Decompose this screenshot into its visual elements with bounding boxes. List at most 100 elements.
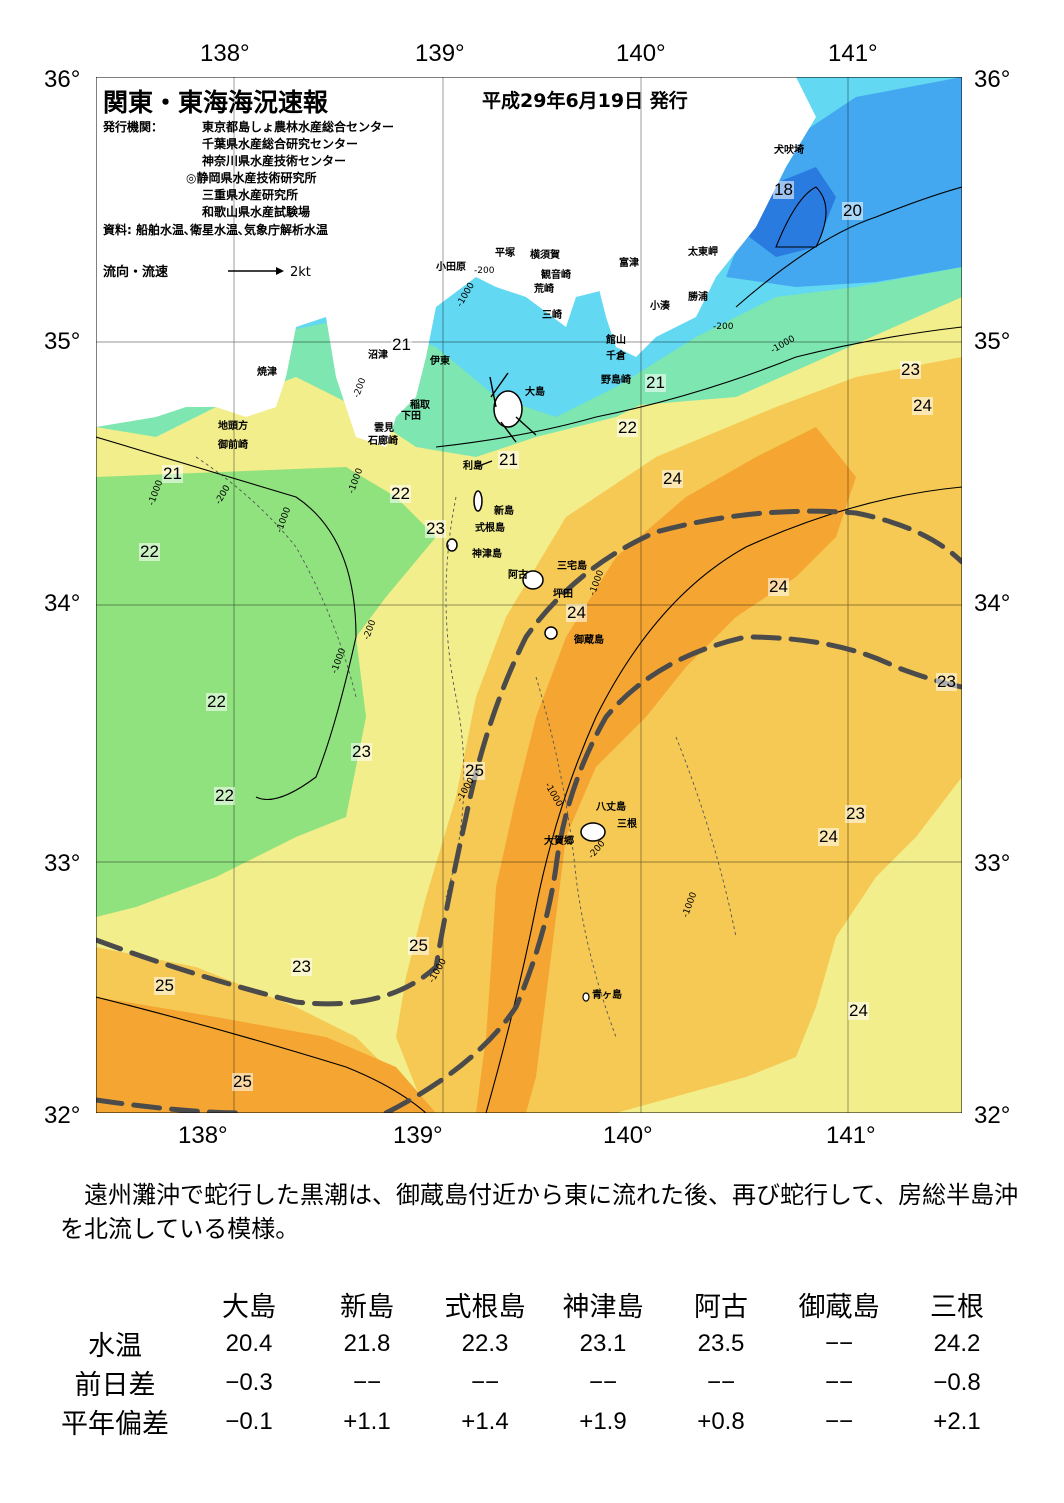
station-header: 式根島 [444, 1291, 526, 1323]
island-kozushima [446, 538, 458, 552]
station-header: 三根 [930, 1291, 984, 1323]
table-cell: +0.8 [697, 1407, 745, 1435]
place-label: 青ヶ島 [592, 990, 622, 1001]
place-label: 坪田 [553, 589, 573, 600]
table-cell: 22.3 [461, 1329, 509, 1357]
lon-label-138-bottom: 138° [178, 1122, 228, 1149]
island-hachijojima [580, 822, 606, 842]
isotherm-line [435, 326, 962, 448]
lon-label-140-bottom: 140° [603, 1122, 653, 1149]
island-oshima [493, 390, 523, 428]
isotherm-label: 22 [139, 542, 160, 561]
table-row: 平年偏差 −0.1 +1.1 +1.4 +1.9 +0.8 −− +2.1 [40, 1402, 1016, 1441]
place-label: 横須賀 [530, 250, 560, 261]
agency-2: 千葉県水産総合研究センター [202, 137, 359, 151]
table-cell: 21.8 [343, 1329, 391, 1357]
lon-label-140: 140° [616, 40, 666, 67]
isotherm-label: 22 [390, 484, 411, 503]
place-label: 沼津 [368, 350, 388, 361]
place-label: 小田原 [436, 262, 466, 273]
land-boso [586, 77, 816, 357]
lat-label-32-right: 32° [974, 1102, 1011, 1129]
isotherm-label: 22 [206, 692, 227, 711]
isotherm-label: 25 [232, 1072, 253, 1091]
map-title: 関東・東海海況速報 [103, 88, 329, 117]
isotherm-label: 23 [845, 804, 866, 823]
table-cell: +2.1 [933, 1407, 981, 1435]
lat-label-32: 32° [44, 1102, 81, 1129]
row-label: 前日差 [74, 1370, 156, 1401]
data-sources: 資料: 船舶水温､衛星水温､気象庁解析水温 [103, 223, 328, 237]
table-cell: 24.2 [933, 1329, 981, 1357]
isotherm-label: 24 [768, 577, 789, 596]
place-label: 三宅島 [557, 561, 587, 572]
isotherm-label: 23 [936, 672, 957, 691]
table-cell: +1.4 [461, 1407, 509, 1435]
table-cell: 20.4 [225, 1329, 273, 1357]
place-label: 八丈島 [596, 802, 626, 813]
place-label: 焼津 [257, 367, 277, 378]
place-label: 阿古 [508, 570, 528, 581]
lon-label-141: 141° [828, 40, 878, 67]
depth-contour [675, 736, 737, 938]
station-header: 阿古 [694, 1291, 748, 1323]
place-label: 稲取 [410, 400, 430, 411]
table-cell: +1.9 [579, 1407, 627, 1435]
place-label: 三根 [617, 819, 637, 830]
isotherm-label: 24 [566, 603, 587, 622]
isotherm-label: 24 [818, 827, 839, 846]
isotherm-label: 25 [464, 761, 485, 780]
place-label: 石廊崎 [368, 436, 398, 447]
table-cell: 23.5 [697, 1329, 745, 1357]
place-label: 御蔵島 [574, 635, 604, 646]
lat-label-34-right: 34° [974, 590, 1011, 617]
table-cell: +1.1 [343, 1407, 391, 1435]
isotherm-label: 24 [848, 1001, 869, 1020]
place-label: 館山 [606, 335, 626, 346]
flow-arrow [489, 376, 497, 408]
table-row: 前日差 −0.3 −− −− −− −− −− −0.8 [40, 1363, 1016, 1402]
place-label: 野島崎 [601, 375, 631, 386]
table-row: 水温 20.4 21.8 22.3 23.1 23.5 −− 24.2 [40, 1324, 1016, 1363]
table-cell: −0.1 [225, 1407, 273, 1435]
place-label: 勝浦 [688, 292, 708, 303]
isotherm-label: 23 [425, 519, 446, 538]
table-cell: 23.1 [579, 1329, 627, 1357]
table-cell: −− [824, 1368, 854, 1396]
flow-arrow [500, 421, 517, 443]
station-header: 大島 [222, 1291, 276, 1323]
agency-6: 和歌山県水産試験場 [202, 205, 311, 219]
place-label: 富津 [619, 258, 639, 269]
sea-temperature-map [96, 77, 962, 1113]
lat-label-35-right: 35° [974, 328, 1011, 355]
isotherm-label: 22 [617, 418, 638, 437]
table-cell: −− [588, 1368, 618, 1396]
place-label: 犬吠埼 [774, 145, 804, 156]
isotherm-label: 21 [162, 464, 183, 483]
flow-arrow [475, 460, 493, 468]
station-header: 神津島 [562, 1291, 644, 1323]
isotherm-label: 24 [662, 469, 683, 488]
row-label: 水温 [88, 1331, 142, 1362]
isotherm-line [485, 486, 962, 1113]
table-cell: −− [470, 1368, 500, 1396]
depth-contour [535, 676, 617, 1038]
agency-5: 三重県水産研究所 [202, 188, 299, 202]
isotherm-label: 25 [154, 976, 175, 995]
agencies-label: 発行機関： [103, 120, 164, 134]
isotherm-label: 21 [498, 450, 519, 469]
isotherm-label: 20 [842, 201, 863, 220]
row-label: 平年偏差 [61, 1409, 169, 1440]
isotherm-line [775, 186, 827, 248]
place-label: 千倉 [606, 351, 626, 362]
place-label: 伊東 [430, 356, 450, 367]
table-cell: −− [706, 1368, 736, 1396]
issue-date: 平成29年6月19日 発行 [482, 90, 688, 112]
temp-zone-25 [476, 427, 856, 1113]
place-label: 荒崎 [534, 284, 554, 295]
depth-label: -200 [474, 266, 495, 276]
place-label: 神津島 [472, 549, 502, 560]
summary-text: 遠州灘沖で蛇行した黒潮は、御蔵島付近から東に流れた後、再び蛇行して、房総半島沖を… [60, 1181, 1019, 1243]
isotherm-label: 21 [391, 335, 412, 354]
table-cell: −− [824, 1329, 854, 1357]
